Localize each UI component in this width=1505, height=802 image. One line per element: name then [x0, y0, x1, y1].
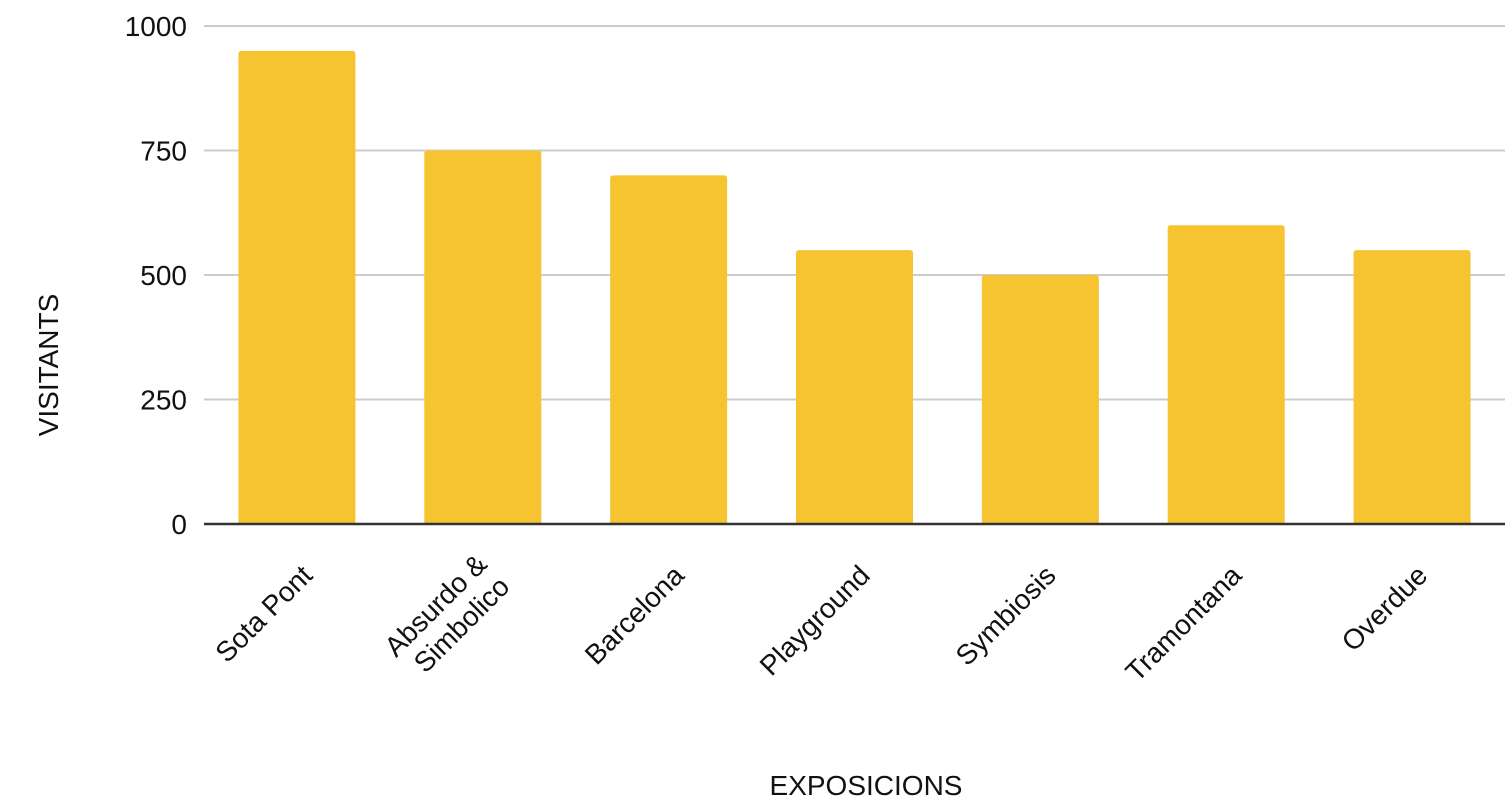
- y-tick-label: 750: [140, 136, 187, 167]
- x-category-label-line: Playground: [754, 559, 876, 681]
- x-category-label: Sota Pont: [209, 559, 318, 668]
- bars: [238, 50, 1471, 525]
- bar: [238, 50, 356, 525]
- y-tick-label: 500: [140, 260, 187, 291]
- bar: [1167, 225, 1285, 524]
- x-category-label: Playground: [754, 559, 876, 681]
- y-axis-ticks: 0 250 500 750 1000: [125, 11, 187, 540]
- x-category-label: Absurdo &Simbolico: [378, 548, 515, 685]
- x-category-label: Barcelona: [579, 559, 690, 670]
- x-category-label: Tramontana: [1120, 559, 1248, 687]
- y-axis-title: VISITANTS: [33, 294, 64, 437]
- x-category-label-line: Barcelona: [579, 559, 690, 670]
- bar: [610, 175, 728, 524]
- x-category-label-line: Symbiosis: [950, 559, 1062, 671]
- bar: [424, 150, 542, 524]
- x-axis-labels: Sota Pont Absurdo &Simbolico Barcelona Play…: [209, 548, 1433, 687]
- bar: [796, 250, 913, 524]
- y-tick-label: 250: [140, 385, 187, 416]
- x-category-label: Overdue: [1336, 559, 1434, 657]
- x-category-label-line: Sota Pont: [209, 559, 318, 668]
- y-tick-label: 1000: [125, 11, 187, 42]
- x-category-label: Symbiosis: [950, 559, 1062, 671]
- bar: [1353, 250, 1471, 524]
- x-axis-title: EXPOSICIONS: [770, 770, 963, 801]
- y-tick-label: 0: [171, 509, 187, 540]
- x-category-label-line: Overdue: [1336, 559, 1434, 657]
- x-category-label-line: Tramontana: [1120, 559, 1248, 687]
- bar: [981, 275, 1099, 524]
